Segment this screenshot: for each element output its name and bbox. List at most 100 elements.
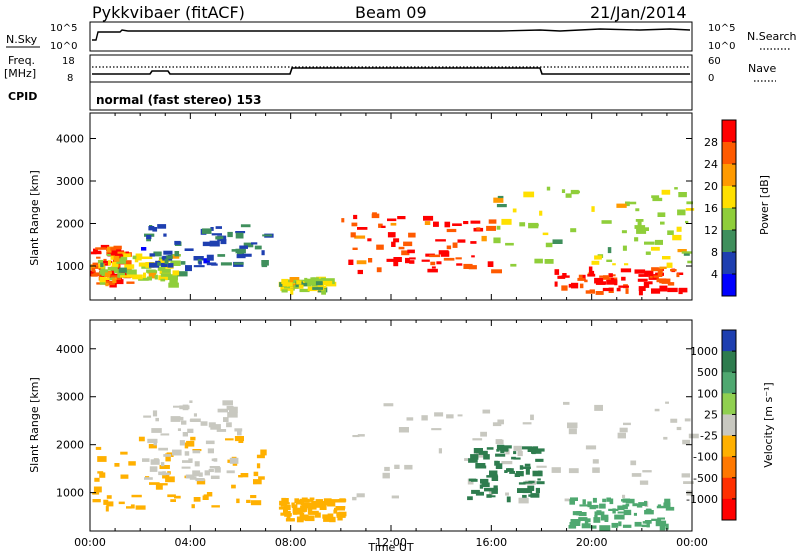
data-cell [588, 266, 593, 273]
data-cell [153, 251, 162, 257]
colorbar-frame [721, 329, 737, 521]
data-cell [193, 256, 204, 261]
data-cell [522, 422, 532, 425]
data-cell [536, 465, 547, 468]
data-cell [302, 282, 308, 287]
data-cell [157, 262, 161, 266]
data-cell [158, 483, 168, 486]
colorbar-swatch [722, 230, 736, 253]
data-cell [630, 460, 637, 466]
data-cell [111, 275, 120, 280]
data-cell [314, 512, 321, 518]
data-cell [226, 422, 232, 428]
colorbar-swatch [722, 393, 736, 415]
data-cell [491, 488, 498, 494]
data-cell [236, 254, 246, 259]
data-cell [299, 498, 310, 503]
data-cell [162, 471, 166, 476]
data-cell [372, 212, 377, 218]
data-cell [520, 466, 531, 469]
data-cell [327, 513, 334, 519]
data-cell [381, 225, 386, 228]
data-cell [138, 277, 149, 281]
data-cell [616, 203, 627, 208]
data-cell [237, 431, 242, 436]
data-cell [653, 275, 659, 278]
data-cell [654, 408, 660, 412]
data-cell [658, 268, 663, 274]
data-cell [670, 418, 678, 423]
data-cell [606, 497, 611, 502]
data-cell [146, 269, 156, 273]
data-cell [152, 227, 158, 232]
data-cell [563, 401, 570, 405]
data-cell [302, 282, 312, 287]
data-cell [159, 465, 170, 469]
data-cell [542, 232, 549, 236]
data-cell [637, 278, 648, 282]
data-cell [190, 418, 201, 422]
data-cell [289, 286, 294, 291]
data-cell [594, 511, 605, 516]
data-cell [105, 506, 109, 512]
data-cell [521, 446, 532, 450]
data-cell [174, 495, 181, 499]
data-cell [109, 282, 117, 288]
data-cell [537, 448, 545, 452]
data-cell [210, 475, 220, 479]
data-cell [452, 223, 462, 226]
data-cell [136, 256, 142, 261]
data-cell [124, 264, 135, 269]
data-cell [327, 502, 336, 507]
data-cell [536, 481, 545, 485]
data-cell [652, 197, 663, 202]
colorbar-swatch [722, 164, 736, 187]
data-cell [644, 520, 652, 524]
data-cell [131, 494, 142, 498]
freq-trace [92, 67, 690, 75]
data-cell [590, 525, 597, 529]
data-cell [463, 221, 469, 225]
data-cell [431, 266, 436, 269]
nave-label: Nave [748, 62, 776, 75]
data-cell [192, 470, 201, 477]
colorbar-tick-label: -25 [700, 430, 718, 443]
data-cell [505, 449, 510, 455]
data-cell [104, 272, 111, 278]
data-cell [354, 235, 366, 239]
data-cell [120, 451, 128, 455]
data-cell [390, 222, 397, 226]
nsky-label: N.Sky [6, 33, 38, 46]
data-cell [579, 504, 590, 507]
data-cell [683, 481, 694, 484]
data-cell [670, 269, 677, 272]
data-cell [685, 208, 695, 211]
data-cell [488, 219, 497, 224]
y-tick-label: 4000 [56, 133, 84, 146]
data-cell [622, 494, 626, 499]
data-cell [480, 431, 487, 437]
data-cell [471, 489, 480, 494]
data-cell [336, 512, 347, 516]
y-tick-label: 2000 [56, 439, 84, 452]
data-cell [177, 416, 184, 421]
data-cell [211, 505, 220, 508]
data-cell [617, 511, 624, 514]
data-cell [643, 281, 650, 288]
x-tick-label: 04:00 [174, 536, 206, 549]
data-cell [331, 499, 340, 503]
data-cell [407, 249, 415, 254]
data-cell [112, 278, 117, 284]
data-cell [599, 525, 611, 531]
data-cell [216, 429, 227, 432]
data-cell [281, 278, 289, 284]
data-cell [587, 518, 591, 523]
data-cell [676, 272, 684, 275]
data-cell [651, 288, 661, 294]
data-cell [456, 263, 463, 266]
data-cell [524, 463, 531, 467]
data-cell [561, 285, 568, 291]
data-cell [92, 262, 99, 266]
data-cell [665, 401, 669, 404]
data-cell [170, 255, 180, 259]
